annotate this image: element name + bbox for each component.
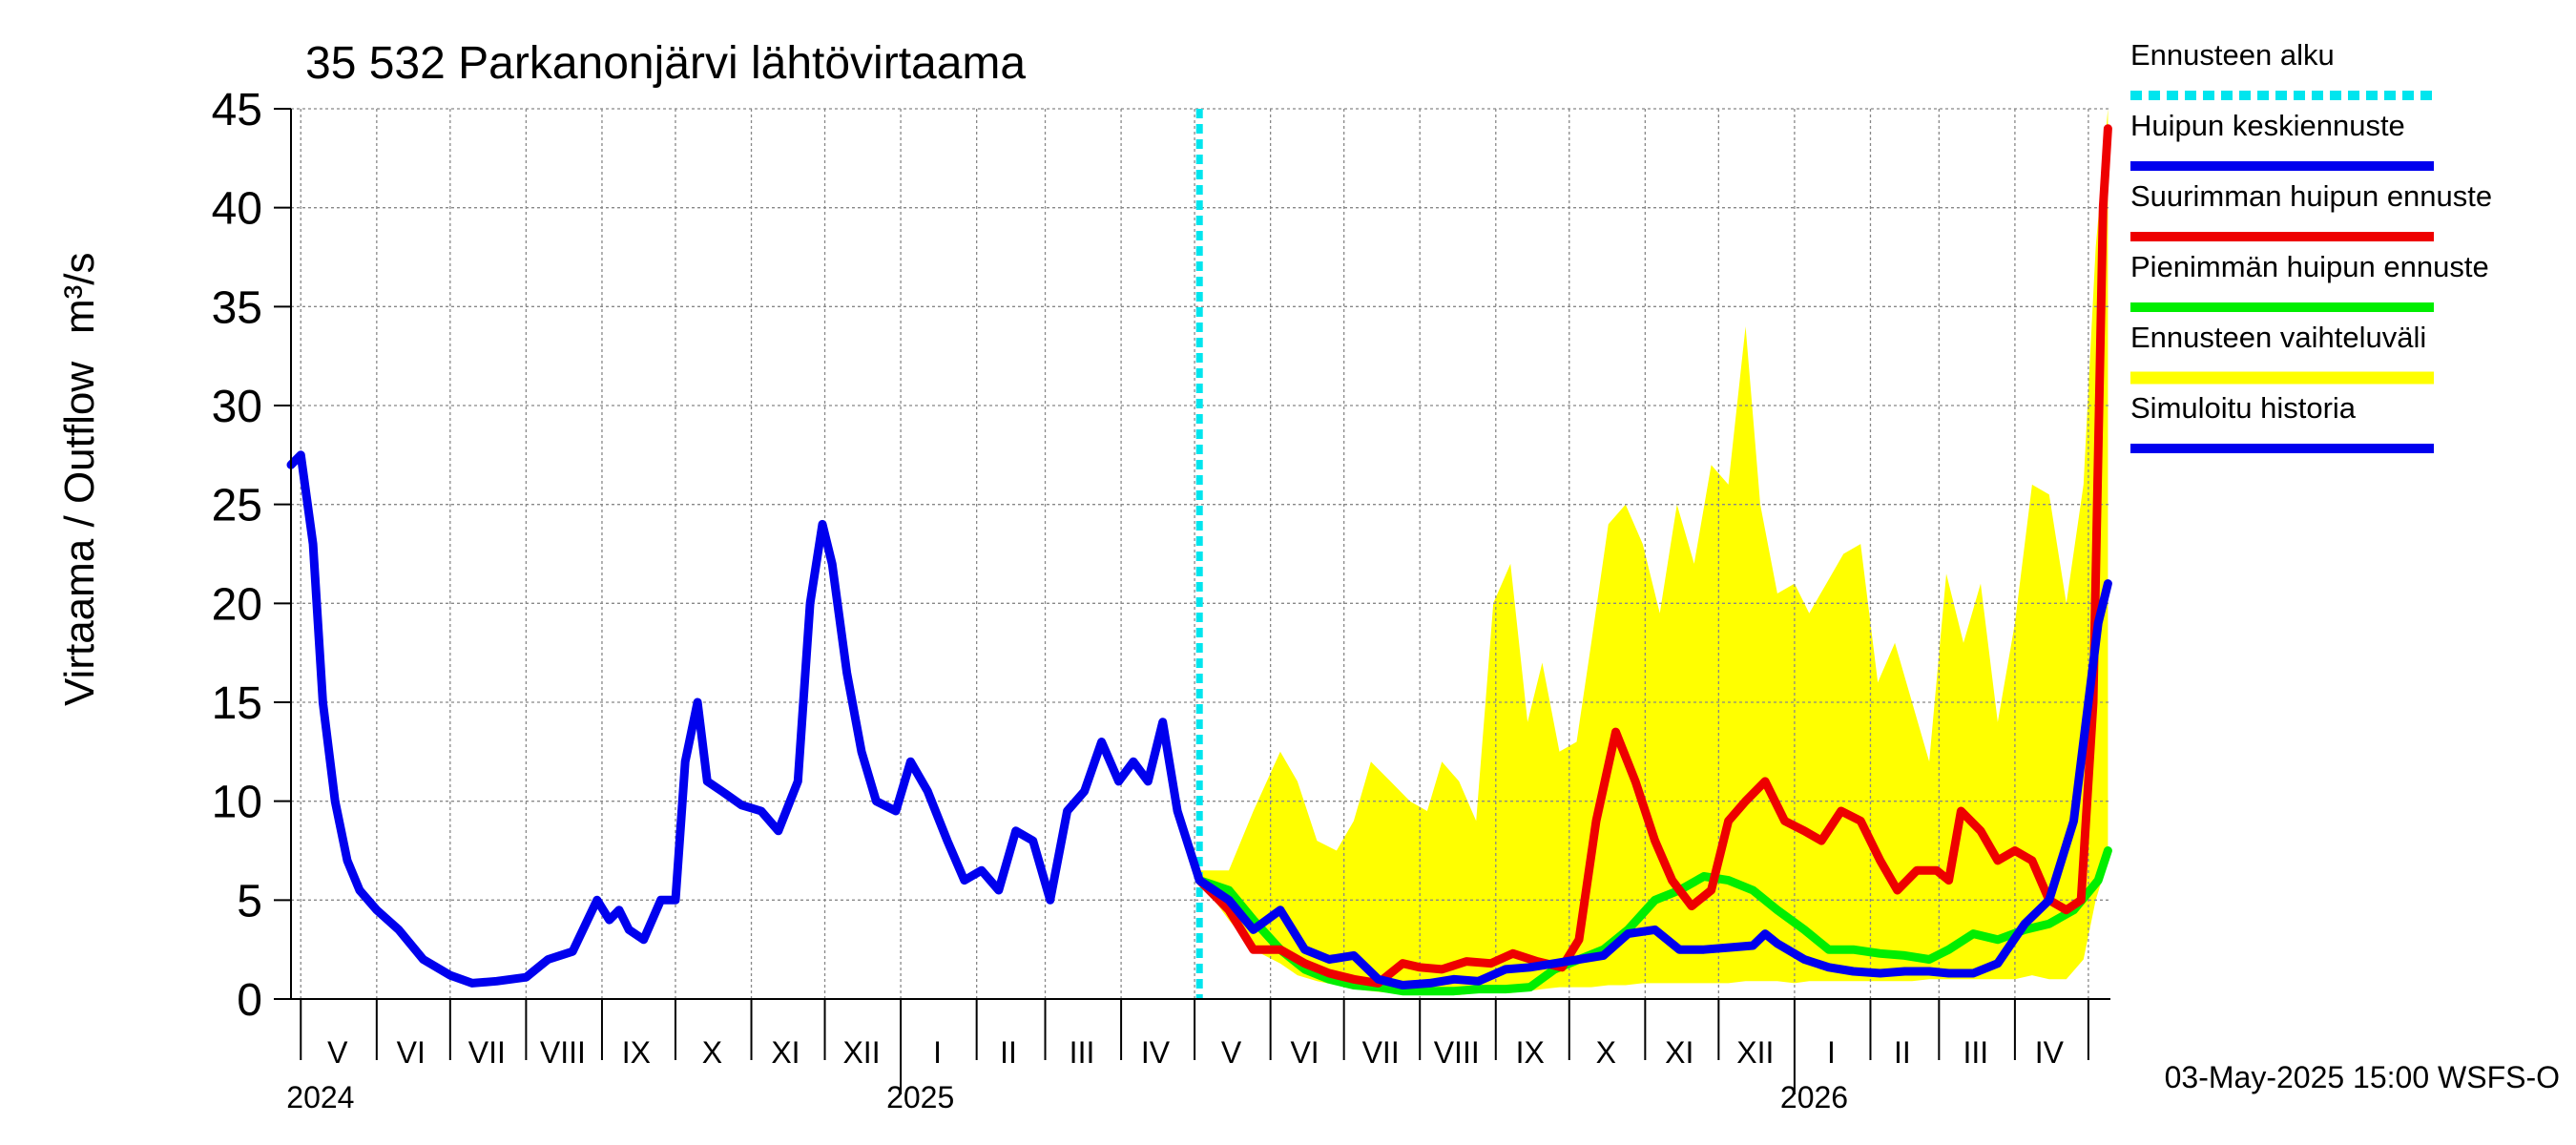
x-tick-label: XII [842, 1035, 880, 1070]
x-tick-label: IX [1516, 1035, 1545, 1070]
y-tick-label: 20 [212, 579, 262, 630]
year-label: 2025 [886, 1080, 954, 1114]
legend-label-huipun-keskiennuste: Huipun keskiennuste [2130, 109, 2405, 142]
x-tick-label: I [933, 1035, 942, 1070]
legend-label-ennusteen-alku: Ennusteen alku [2130, 38, 2335, 72]
y-tick-label: 35 [212, 282, 262, 333]
legend-label-ennusteen-vaihteluvali: Ennusteen vaihteluväli [2130, 321, 2426, 354]
x-tick-label: VI [397, 1035, 426, 1070]
series-line-simuloitu-historia [286, 450, 1204, 988]
legend-label-suurimman-huipun-ennuste: Suurimman huipun ennuste [2130, 179, 2492, 213]
y-tick-label: 40 [212, 184, 262, 235]
x-tick-label: V [327, 1035, 348, 1070]
x-tick-label: VIII [1434, 1035, 1480, 1070]
y-axis-unit: m³/s [56, 252, 103, 334]
x-tick-label: VII [1362, 1035, 1400, 1070]
y-tick-label: 5 [237, 876, 262, 926]
plot-area [286, 108, 2112, 999]
series-line-suurimman-huipun-ennuste [1195, 124, 2112, 988]
x-tick-label: I [1827, 1035, 1836, 1070]
forecast-range-band [1199, 109, 2109, 995]
footer-timestamp: 03-May-2025 15:00 WSFS-O [2165, 1060, 2560, 1094]
y-tick-label: 15 [212, 678, 262, 729]
y-tick-label: 10 [212, 778, 262, 828]
series-line-huipun-keskiennuste [1195, 579, 2112, 989]
y-tick-label: 0 [237, 975, 262, 1026]
x-tick-label: XI [1665, 1035, 1693, 1070]
y-axis-label: Virtaama / Outflow m³/s [56, 252, 103, 706]
y-tick-label: 30 [212, 382, 262, 432]
x-tick-label: III [1070, 1035, 1095, 1070]
x-tick-label: II [1894, 1035, 1911, 1070]
year-label: 2024 [286, 1080, 354, 1114]
x-tick-label: XI [771, 1035, 800, 1070]
legend-label-pienimman-huipun-ennuste: Pienimmän huipun ennuste [2130, 250, 2489, 283]
legend-label-simuloitu-historia: Simuloitu historia [2130, 391, 2357, 425]
x-tick-label: V [1221, 1035, 1242, 1070]
x-tick-label: X [1596, 1035, 1616, 1070]
x-tick-label: VI [1290, 1035, 1319, 1070]
y-axis-title: Virtaama / Outflow [56, 362, 103, 706]
x-tick-label: VIII [540, 1035, 586, 1070]
x-tick-label: II [1000, 1035, 1017, 1070]
y-tick-label: 25 [212, 481, 262, 531]
x-tick-label: IV [1141, 1035, 1171, 1070]
legend: Ennusteen alku Huipun keskiennuste Suurimm… [2130, 38, 2492, 453]
x-tick-label: III [1963, 1035, 1988, 1070]
chart-title: 35 532 Parkanonjärvi lähtövirtaama [305, 38, 1026, 89]
x-tick-label: IV [2035, 1035, 2065, 1070]
x-tick-label: IX [622, 1035, 651, 1070]
y-tick-label: 45 [212, 85, 262, 135]
series-line-pienimman-huipun-ennuste [1195, 846, 2112, 996]
year-label: 2026 [1780, 1080, 1848, 1114]
x-tick-label: XII [1736, 1035, 1774, 1070]
x-tick-label: X [702, 1035, 722, 1070]
x-tick-label: VII [468, 1035, 506, 1070]
